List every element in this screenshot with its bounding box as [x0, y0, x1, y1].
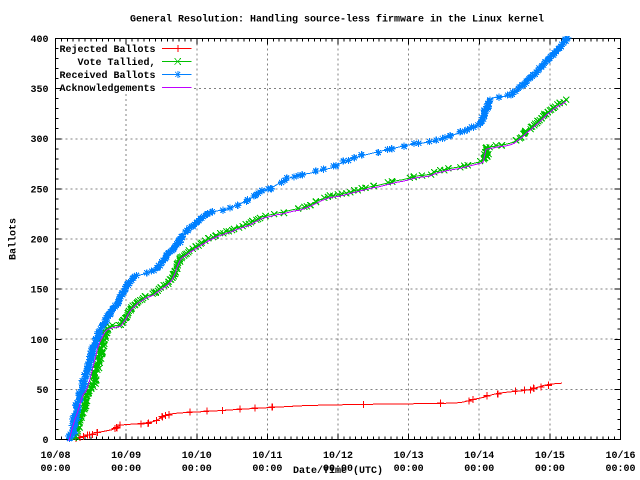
svg-text:Rejected Ballots: Rejected Ballots: [59, 44, 155, 56]
svg-text:350: 350: [30, 85, 48, 96]
svg-text:00:00: 00:00: [182, 464, 212, 475]
svg-text:0: 0: [42, 436, 48, 447]
svg-text:150: 150: [30, 286, 48, 297]
svg-text:00:00: 00:00: [394, 464, 424, 475]
svg-text:200: 200: [30, 236, 48, 247]
svg-text:10/16: 10/16: [605, 450, 635, 462]
svg-text:00:00: 00:00: [323, 464, 353, 475]
svg-text:00:00: 00:00: [40, 464, 70, 475]
svg-text:Received Ballots: Received Ballots: [59, 70, 155, 82]
svg-text:10/14: 10/14: [464, 450, 494, 462]
svg-text:00:00: 00:00: [111, 464, 141, 475]
svg-text:300: 300: [30, 135, 48, 146]
svg-text:10/08: 10/08: [40, 450, 70, 462]
svg-text:Ballots: Ballots: [8, 218, 20, 260]
svg-text:10/10: 10/10: [182, 450, 212, 462]
svg-text:250: 250: [30, 185, 48, 196]
svg-text:General Resolution: Handling s: General Resolution: Handling source-less…: [130, 14, 544, 26]
svg-text:50: 50: [36, 386, 48, 397]
svg-text:10/12: 10/12: [323, 450, 353, 462]
svg-text:Acknowledgements: Acknowledgements: [59, 83, 155, 95]
svg-text:00:00: 00:00: [252, 464, 282, 475]
svg-text:Vote Tallied,: Vote Tallied,: [77, 57, 155, 69]
svg-text:10/13: 10/13: [394, 450, 424, 462]
svg-text:10/15: 10/15: [535, 450, 565, 462]
svg-text:00:00: 00:00: [605, 464, 635, 475]
svg-text:10/11: 10/11: [252, 450, 282, 462]
svg-text:00:00: 00:00: [464, 464, 494, 475]
svg-text:10/09: 10/09: [111, 450, 141, 462]
svg-text:Date/Time (UTC): Date/Time (UTC): [293, 465, 383, 477]
svg-text:100: 100: [30, 336, 48, 347]
svg-text:00:00: 00:00: [535, 464, 565, 475]
svg-text:400: 400: [30, 35, 48, 46]
